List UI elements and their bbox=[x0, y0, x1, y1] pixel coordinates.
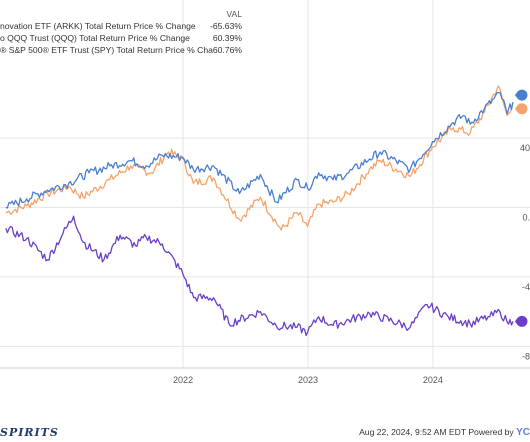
x-tick-label-0: 2022 bbox=[173, 375, 193, 385]
series-end-pointer-2 bbox=[514, 317, 518, 326]
x-tick-label-2: 2024 bbox=[423, 375, 443, 385]
legend-value-spy: 60.76% bbox=[212, 45, 242, 55]
y-tick-label-3: -8 bbox=[522, 351, 530, 361]
y-tick-label-1: 0. bbox=[522, 213, 530, 223]
chart-end-markers bbox=[514, 89, 528, 327]
ycharts-logo[interactable]: YC bbox=[516, 427, 530, 438]
chart-legend: VAL novation ETF (ARKK) Total Return Pri… bbox=[0, 8, 250, 56]
legend-row-arkk[interactable]: novation ETF (ARKK) Total Return Price %… bbox=[0, 20, 250, 32]
legend-value-header: VAL bbox=[226, 9, 242, 19]
chart-tick-labels: 2022 2023 2024 40 0. -4 -8 bbox=[173, 143, 530, 385]
chart-footer: SPIRITS Aug 22, 2024, 9:52 AM EDT Powere… bbox=[0, 421, 530, 442]
series-line-0 bbox=[5, 91, 514, 209]
legend-row-qqq[interactable]: o QQQ Trust (QQQ) Total Return Price % C… bbox=[0, 32, 250, 44]
series-end-marker-2[interactable] bbox=[516, 315, 528, 327]
y-tick-label-0: 40 bbox=[520, 143, 530, 153]
legend-name-spy: ® S&P 500® ETF Trust (SPY) Total Return … bbox=[0, 45, 213, 55]
series-line-1 bbox=[5, 85, 514, 231]
footer-attribution: Aug 22, 2024, 9:52 AM EDT Powered by YC bbox=[359, 427, 530, 438]
legend-name-arkk: novation ETF (ARKK) Total Return Price %… bbox=[0, 21, 196, 31]
x-tick-label-1: 2023 bbox=[298, 375, 318, 385]
series-end-marker-0[interactable] bbox=[516, 89, 528, 101]
y-tick-label-2: -4 bbox=[522, 282, 530, 292]
brand-logo: SPIRITS bbox=[0, 426, 59, 439]
series-end-pointer-0 bbox=[514, 91, 518, 100]
legend-name-qqq: o QQQ Trust (QQQ) Total Return Price % C… bbox=[0, 33, 190, 43]
series-line-2 bbox=[5, 215, 514, 337]
footer-timestamp: Aug 22, 2024, 9:52 AM EDT Powered by bbox=[359, 427, 514, 437]
legend-value-arkk: -65.63% bbox=[209, 21, 242, 31]
legend-value-qqq: 60.39% bbox=[212, 33, 242, 43]
series-end-marker-1[interactable] bbox=[516, 103, 528, 115]
legend-row-spy[interactable]: ® S&P 500® ETF Trust (SPY) Total Return … bbox=[0, 44, 250, 56]
series-end-pointer-1 bbox=[514, 104, 518, 113]
chart-series-lines bbox=[5, 85, 514, 337]
